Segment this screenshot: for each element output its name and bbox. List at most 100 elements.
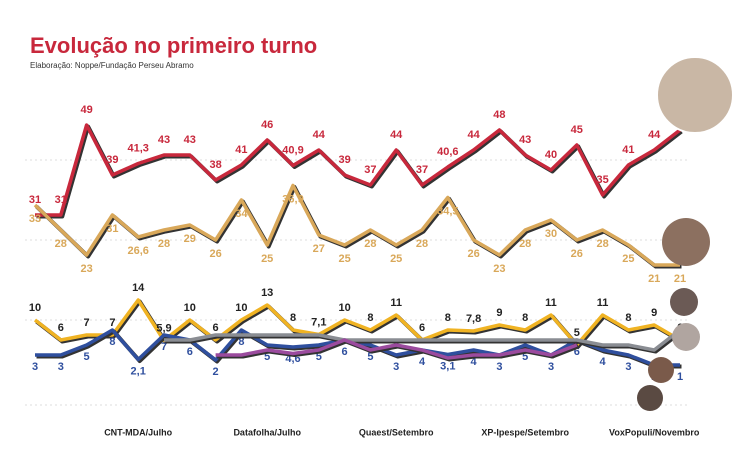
data-label: 10 [29,302,41,314]
data-label: 5 [574,327,580,339]
data-label: 5 [84,351,90,363]
data-label: 31 [106,223,118,235]
data-label: 8 [290,312,296,324]
data-label: 11 [390,297,402,309]
data-label: 25 [622,253,634,265]
data-label: 7 [109,317,115,329]
data-label: 6 [342,346,348,358]
data-label: 3 [496,361,502,373]
data-label: 38 [209,159,221,171]
data-label: 41 [235,144,247,156]
data-label: 9 [496,307,502,319]
data-label: 44 [313,129,326,141]
data-label: 11 [545,297,557,309]
data-label: 5 [522,351,528,363]
data-label: 31 [55,194,67,206]
data-label: 3 [393,361,399,373]
data-label: 29 [184,233,196,245]
line-shadow [36,124,683,219]
data-label: 23 [493,263,505,275]
data-label: 25 [390,253,402,265]
data-label: 41,3 [127,142,148,154]
data-label: 28 [158,238,170,250]
data-label: 9 [651,307,657,319]
data-label: 6 [58,322,64,334]
x-tick-label: Quaest/Setembro [359,427,434,437]
data-label: 28 [519,238,531,250]
data-label: 10 [338,302,350,314]
data-label: 48 [493,109,505,121]
data-label: 44 [467,129,480,141]
data-label: 39 [106,154,118,166]
chart-title: Evolução no primeiro turno [30,33,317,58]
data-label: 28 [364,238,376,250]
data-label: 6 [187,346,193,358]
data-label: 26,6 [127,245,148,257]
data-label: 26 [467,248,479,260]
series-line [164,328,682,352]
data-label: 28 [596,238,608,250]
data-label: 10 [184,302,196,314]
data-label: 26 [571,248,583,260]
data-label: 5,9 [156,322,171,334]
data-label: 6 [419,322,425,334]
data-label: 31 [29,194,41,206]
data-label: 8 [445,312,451,324]
data-label: 21 [648,273,660,285]
data-label: 43 [519,134,531,146]
chart-subtitle: Elaboração: Noppe/Fundação Perseu Abramo [30,61,194,70]
data-label: 35 [596,174,608,186]
data-label: 27 [313,243,325,255]
data-label: 8 [625,312,631,324]
data-label: 3 [58,361,64,373]
data-label: 21 [674,273,686,285]
data-label: 40,9 [282,144,303,156]
photo [637,385,663,411]
data-label: 28 [55,238,67,250]
data-label: 3,1 [440,360,455,372]
data-label: 7,1 [311,316,326,328]
data-label: 26 [209,248,221,260]
photo [648,357,674,383]
photos [637,56,734,411]
photo [662,218,710,266]
x-tick-label: Datafolha/Julho [233,427,301,437]
data-label: 3 [625,361,631,373]
data-label: 44 [390,129,403,141]
data-label: 3 [548,361,554,373]
x-tick-label: CNT-MDA/Julho [104,427,172,437]
x-tick-label: VoxPopuli/Novembro [609,427,700,437]
data-label: 33 [29,213,41,225]
data-label: 8 [238,336,244,348]
data-label: 13 [261,287,273,299]
x-tick-label: XP-Ipespe/Setembro [481,427,569,437]
data-label: 40 [545,149,557,161]
data-label: 40,6 [437,146,458,158]
data-label: 25 [338,253,350,265]
data-label: 25 [261,253,273,265]
data-label: 8 [522,312,528,324]
data-label: 5 [316,351,322,363]
data-label: 43 [184,134,196,146]
data-label: 11 [597,297,609,309]
data-label: 34 [235,208,248,220]
data-label: 28 [416,238,428,250]
photo [656,56,734,134]
data-label: 5 [367,351,373,363]
data-label: 39 [338,154,350,166]
data-label: 4 [471,356,478,368]
data-label: 37 [416,164,428,176]
data-label: 7,8 [466,313,481,325]
data-label: 45 [571,124,583,136]
data-label: 49 [80,104,92,116]
data-label: 36,9 [282,193,303,205]
data-label: 46 [261,119,273,131]
data-label: 43 [158,134,170,146]
data-label: 3 [32,361,38,373]
series-line [33,183,680,267]
data-label: 1 [677,371,683,383]
data-label: 44 [648,129,661,141]
data-label: 41 [622,144,634,156]
data-label: 7 [84,317,90,329]
data-label: 2 [213,366,219,378]
